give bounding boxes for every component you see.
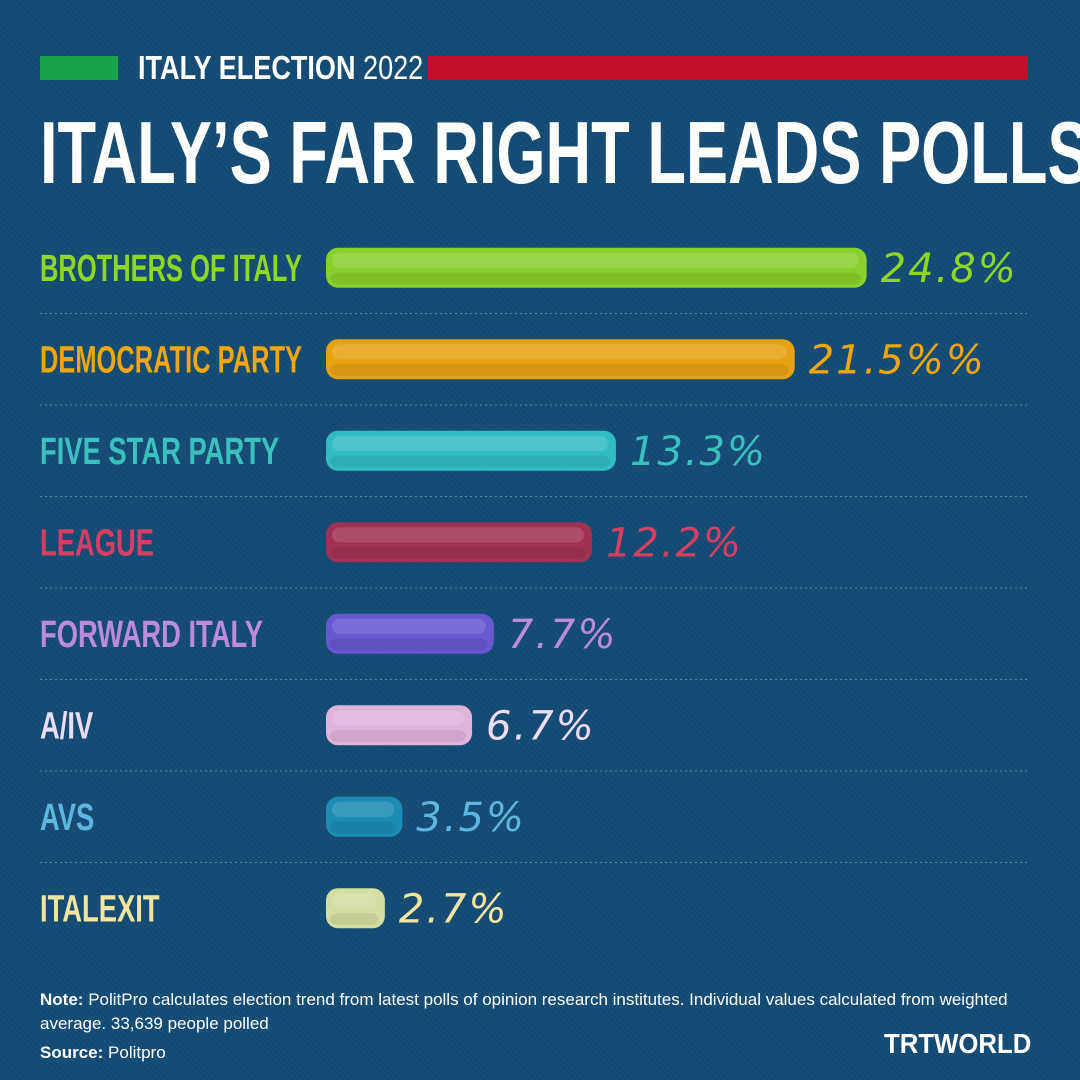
category-label: ITALEXIT [40, 888, 160, 930]
bar-mark [326, 522, 592, 563]
brand-logo: TRTWORLD [884, 1026, 1044, 1062]
value-label: 2.7% [399, 886, 509, 932]
category-label: DEMOCRATIC PARTY [40, 339, 302, 381]
bar-mark [326, 705, 473, 746]
value-label: 6.7% [486, 703, 596, 749]
category-label: AVS [40, 797, 94, 839]
value-label: 21.5%% [809, 337, 986, 383]
brand-text: TRTWORLD [884, 1028, 1032, 1059]
kicker-heading: ITALY ELECTION 2022 [138, 50, 486, 86]
footer-source: Source: Politpro [40, 1041, 166, 1065]
note-text: PolitPro calculates election trend from … [40, 990, 1008, 1033]
category-label: LEAGUE [40, 522, 154, 564]
source-label: Source: [40, 1043, 104, 1062]
page-title-text: ITALY’S FAR RIGHT LEADS POLLS [40, 103, 1080, 202]
kicker-text: ITALY ELECTION [138, 49, 356, 86]
value-label: 12.2% [606, 520, 743, 566]
value-label: 3.5% [416, 795, 526, 841]
category-label: FORWARD ITALY [40, 614, 263, 656]
category-label: A/IV [40, 705, 94, 747]
category-label: FIVE STAR PARTY [40, 431, 279, 473]
note-label: Note: [40, 990, 84, 1009]
bar-mark [326, 430, 616, 471]
bar-mark [326, 247, 867, 288]
bar-mark [326, 613, 494, 654]
kicker-year: 2022 [363, 49, 424, 86]
value-label: 24.8% [881, 246, 1018, 292]
source-text: Politpro [108, 1043, 166, 1062]
footer-note: Note: PolitPro calculates election trend… [40, 988, 1030, 1036]
bar-mark [326, 888, 385, 929]
bar-mark [326, 339, 795, 380]
category-label: BROTHERS OF ITALY [40, 248, 302, 290]
flag-red-bar [428, 56, 1028, 80]
bar-mark [326, 796, 403, 837]
page-title: ITALY’S FAR RIGHT LEADS POLLS [40, 108, 1080, 198]
value-label: 7.7% [508, 612, 618, 658]
flag-green-bar [40, 56, 118, 80]
value-label: 13.3% [630, 429, 767, 475]
